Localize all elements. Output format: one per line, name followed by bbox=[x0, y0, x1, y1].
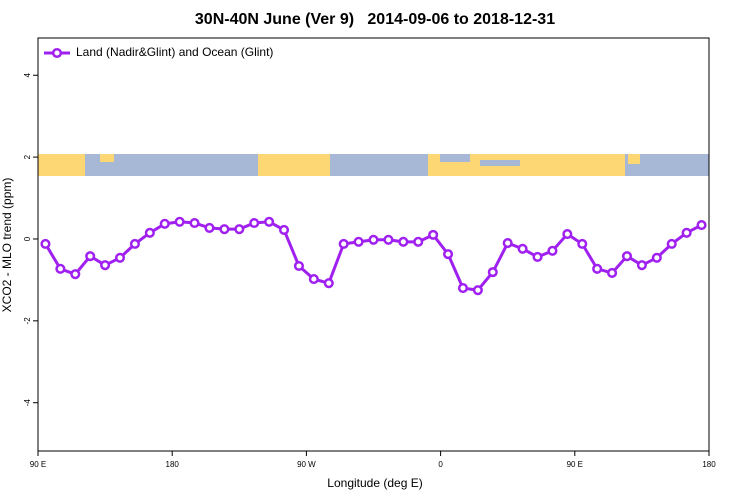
data-point bbox=[129, 238, 140, 249]
data-point bbox=[204, 222, 215, 233]
data-point bbox=[592, 263, 603, 274]
y-tick-label: 4 bbox=[23, 72, 32, 77]
data-point bbox=[607, 267, 618, 278]
y-tick-label: -4 bbox=[23, 399, 32, 407]
y-tick-label: 0 bbox=[23, 236, 32, 241]
data-point bbox=[413, 236, 424, 247]
data-point bbox=[428, 229, 439, 240]
land bbox=[428, 154, 625, 176]
data-point bbox=[144, 227, 155, 238]
data-point bbox=[323, 278, 334, 289]
land bbox=[38, 154, 85, 176]
data-point bbox=[502, 238, 513, 249]
y-tick-label: 2 bbox=[23, 154, 32, 159]
data-point bbox=[651, 252, 662, 263]
sea bbox=[480, 160, 520, 166]
data-line bbox=[44, 220, 703, 292]
data-point bbox=[159, 218, 170, 229]
y-tick-label: -2 bbox=[23, 317, 32, 325]
x-tick-label: 90 E bbox=[30, 460, 46, 469]
data-point bbox=[666, 238, 677, 249]
data-point bbox=[278, 224, 290, 236]
data-point bbox=[55, 263, 66, 274]
data-point bbox=[562, 229, 573, 240]
y-axis-title: XCO2 - MLO trend (ppm) bbox=[0, 178, 14, 313]
legend: Land (Nadir&Glint) and Ocean (Glint) bbox=[44, 45, 273, 59]
data-point bbox=[621, 251, 633, 262]
data-point bbox=[189, 217, 200, 229]
data-point bbox=[383, 234, 394, 245]
data-point bbox=[264, 216, 275, 227]
data-point bbox=[308, 274, 319, 285]
data-point bbox=[249, 217, 260, 229]
data-point bbox=[100, 260, 111, 271]
data-point bbox=[398, 236, 409, 247]
data-point bbox=[293, 260, 304, 272]
data-point bbox=[472, 285, 483, 296]
data-point bbox=[681, 227, 692, 238]
land bbox=[628, 154, 640, 164]
x-tick-label: 180 bbox=[166, 460, 180, 469]
data-point bbox=[696, 220, 707, 231]
sea bbox=[440, 154, 470, 162]
data-point bbox=[517, 243, 528, 254]
data-point bbox=[338, 238, 349, 249]
data-point bbox=[85, 251, 96, 262]
data-point bbox=[219, 224, 230, 235]
data-point bbox=[532, 251, 543, 263]
x-tick-label: 90 E bbox=[567, 460, 583, 469]
map-strip bbox=[38, 154, 709, 176]
data-point bbox=[40, 238, 51, 249]
data-point bbox=[457, 283, 469, 294]
data-point bbox=[234, 224, 245, 235]
x-tick-label: 90 W bbox=[297, 460, 316, 469]
plot-frame bbox=[37, 37, 710, 452]
data-point bbox=[114, 252, 126, 263]
data-point bbox=[577, 238, 588, 249]
data-point bbox=[443, 249, 454, 260]
data-point bbox=[636, 260, 647, 271]
land bbox=[100, 154, 114, 162]
x-tick-label: 180 bbox=[702, 460, 716, 469]
x-tick-label: 0 bbox=[438, 460, 443, 469]
legend-label: Land (Nadir&Glint) and Ocean (Glint) bbox=[76, 45, 273, 59]
data-point bbox=[487, 267, 498, 278]
chart-title: 30N-40N June (Ver 9) 2014-09-06 to 2018-… bbox=[195, 11, 555, 28]
land bbox=[258, 154, 330, 176]
x-axis-title: Longitude (deg E) bbox=[327, 476, 422, 490]
data-point bbox=[70, 269, 81, 280]
data-point bbox=[353, 236, 364, 247]
legend-marker bbox=[51, 47, 63, 59]
data-point bbox=[174, 216, 185, 227]
data-point bbox=[547, 245, 558, 256]
data-point bbox=[368, 234, 379, 245]
